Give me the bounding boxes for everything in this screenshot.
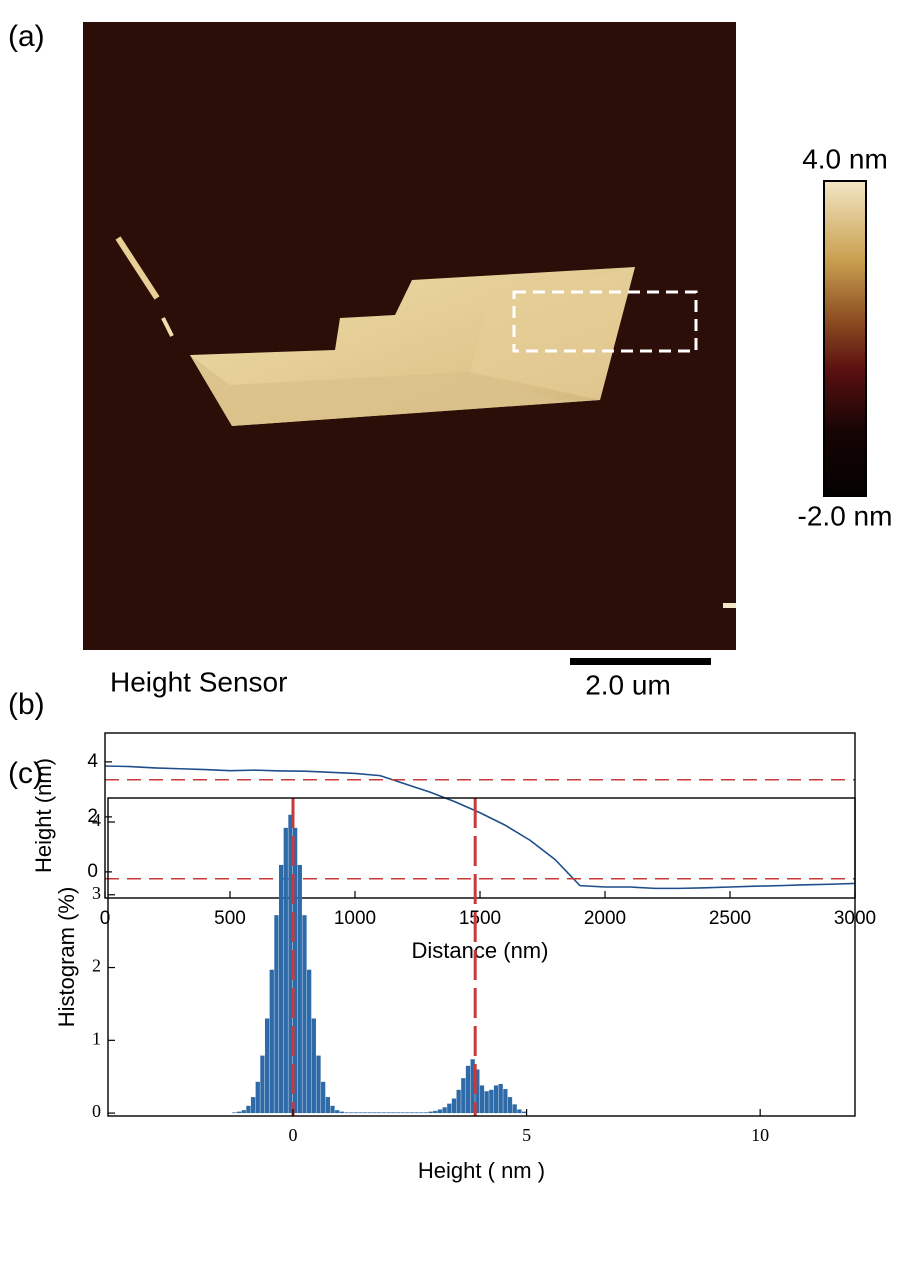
histogram-bar (521, 1111, 527, 1114)
plot-frame (104, 732, 856, 899)
y-tick-label: 2 (92, 956, 101, 976)
histogram-bar (269, 969, 274, 1114)
histogram-bar (311, 1018, 316, 1114)
histogram-bar (465, 1065, 471, 1114)
histogram-bar (503, 1089, 508, 1114)
y-axis-label: Histogram (%) (54, 887, 79, 1028)
histogram-bar (400, 1112, 405, 1114)
x-tick-label: 5 (522, 1125, 531, 1145)
histogram-bar (414, 1112, 419, 1114)
histogram-bar (349, 1112, 354, 1114)
histogram-bar (493, 1085, 499, 1114)
colorbar-min: -2.0 nm (798, 500, 893, 531)
histogram-bar (391, 1112, 396, 1114)
histogram-bar (447, 1103, 452, 1114)
y-tick-label: 4 (92, 810, 101, 830)
histogram-bar (264, 1018, 270, 1114)
x-tick-label: 10 (751, 1125, 769, 1145)
histogram-bar (236, 1111, 242, 1114)
histogram-bar (395, 1112, 401, 1114)
x-tick-label: 1500 (459, 908, 501, 929)
histogram-bar (423, 1112, 429, 1114)
histogram-bar (241, 1110, 246, 1114)
histogram-bar (498, 1083, 503, 1114)
histogram-bar (297, 864, 302, 1114)
histogram-bar (456, 1089, 461, 1114)
panel-label: (b) (8, 688, 45, 721)
histogram-bar (367, 1112, 373, 1114)
y-tick-label: 3 (92, 883, 101, 903)
panel-label: (c) (8, 757, 43, 790)
histogram-bar (475, 1069, 480, 1114)
data-line (104, 765, 856, 890)
histogram-bar (512, 1104, 517, 1114)
histogram-bar (335, 1110, 340, 1114)
histogram-bar (246, 1105, 251, 1114)
histogram-bar (321, 1081, 326, 1114)
histogram-bar (405, 1112, 410, 1114)
histogram-bar (381, 1112, 387, 1114)
histogram-bar (363, 1112, 368, 1114)
histogram-bar (274, 915, 279, 1114)
histogram-bar (316, 1055, 321, 1114)
histogram-bar (461, 1078, 466, 1114)
histogram-bar (442, 1107, 447, 1114)
afm-image (83, 22, 736, 650)
histogram-bar (479, 1085, 485, 1114)
x-tick-label: 1000 (334, 908, 376, 929)
histogram-bar (288, 814, 293, 1114)
panel-label: (a) (8, 20, 45, 53)
histogram-bar (260, 1055, 265, 1114)
y-tick-label: 1 (92, 1028, 101, 1048)
histogram-bar (278, 864, 284, 1114)
y-tick-label: 2 (87, 806, 98, 827)
x-tick-label: 2500 (709, 908, 751, 929)
x-tick-label: 0 (100, 908, 111, 929)
histogram-bar (428, 1111, 433, 1114)
x-tick-label: 2000 (584, 908, 626, 929)
histogram-bar (353, 1112, 359, 1114)
histogram-bar (372, 1112, 377, 1114)
x-tick-label: 500 (214, 908, 246, 929)
y-tick-label: 0 (92, 1101, 101, 1121)
histogram-bar (283, 827, 288, 1114)
histogram-bar (330, 1105, 335, 1114)
histogram-bar (437, 1109, 443, 1114)
histogram-bar (484, 1091, 489, 1114)
x-axis-label: Height ( nm ) (418, 1158, 545, 1183)
histogram-bar (409, 1112, 415, 1114)
histogram-bar (377, 1112, 382, 1114)
plot-frame (107, 797, 856, 1117)
histogram-bar (292, 827, 298, 1114)
x-axis-label: Distance (nm) (412, 938, 549, 963)
y-axis-label: Height (nm) (31, 758, 56, 873)
histogram-bar (250, 1097, 256, 1114)
histogram-bar (358, 1112, 363, 1114)
histogram-bar (255, 1081, 260, 1114)
colorbar (823, 180, 867, 497)
colorbar-max: 4.0 nm (802, 143, 888, 174)
x-tick-label: 0 (288, 1125, 297, 1145)
histogram-bar (325, 1097, 330, 1114)
scale-bar (570, 658, 711, 665)
histogram-bar (517, 1109, 522, 1114)
histogram-bar (433, 1110, 438, 1114)
histogram-bar (307, 969, 312, 1114)
image-caption: Height Sensor (110, 666, 287, 697)
histogram-bar (302, 915, 307, 1114)
scale-bar-label: 2.0 um (585, 669, 671, 700)
histogram-bar (232, 1112, 237, 1114)
histogram-bar (339, 1111, 344, 1114)
histogram-bar (489, 1089, 494, 1114)
y-tick-label: 0 (87, 861, 98, 882)
histogram-bar (470, 1059, 475, 1114)
histogram-bar (507, 1097, 513, 1114)
histogram-bar (419, 1112, 424, 1114)
histogram-bar (386, 1112, 391, 1114)
y-tick-label: 4 (87, 751, 98, 772)
histogram-bar (451, 1098, 457, 1114)
histogram-bar (344, 1112, 349, 1114)
